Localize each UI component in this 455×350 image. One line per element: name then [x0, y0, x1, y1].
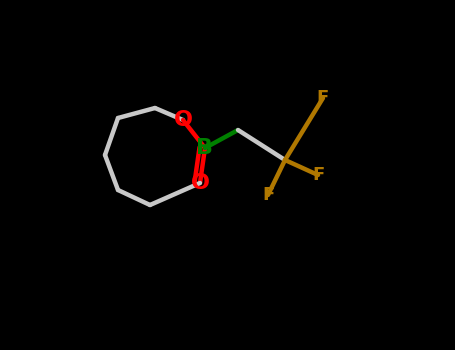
Text: O: O: [191, 173, 209, 193]
Text: F: F: [312, 166, 324, 184]
Text: O: O: [173, 110, 192, 130]
Text: B: B: [197, 138, 213, 158]
Text: F: F: [262, 186, 274, 204]
Text: F: F: [317, 89, 329, 107]
